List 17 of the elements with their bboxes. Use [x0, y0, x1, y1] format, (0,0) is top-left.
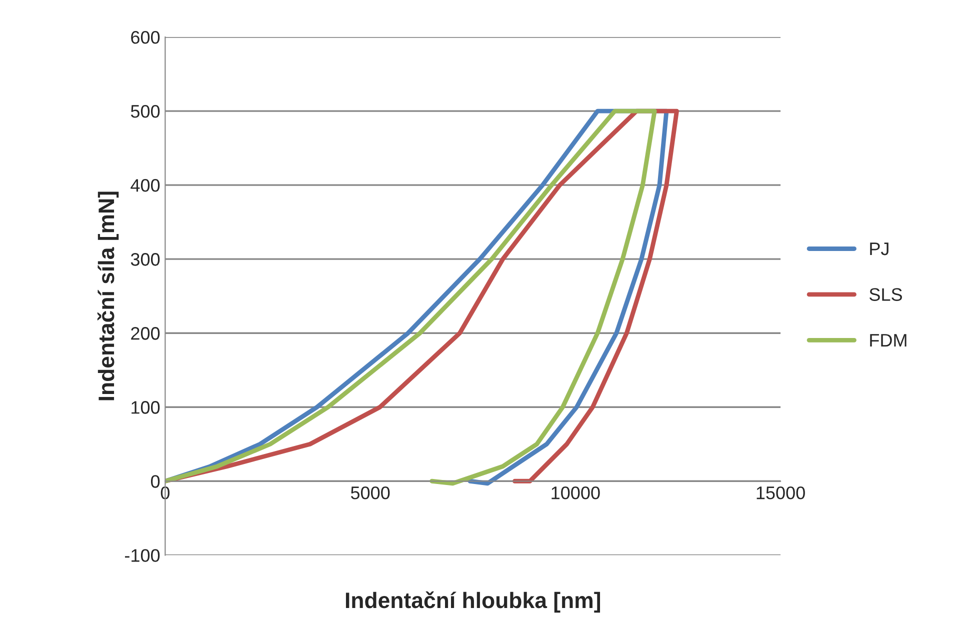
x-axis-title: Indentační hloubka [nm] [346, 591, 600, 613]
y-axis-title: Indentační síla [mN] [97, 192, 119, 400]
y-tick-label: 0 [150, 475, 160, 488]
y-tick-label: 200 [131, 327, 160, 340]
y-tick-label: 600 [131, 30, 160, 44]
legend-label: FDM [870, 334, 906, 346]
y-tick-label: 500 [130, 105, 160, 118]
y-tick-label: 100 [132, 401, 160, 414]
x-tick-label: 5000 [350, 486, 390, 500]
legend-label: SLS [869, 288, 902, 301]
x-tick-label: 0 [160, 486, 170, 500]
x-tick-label: 15000 [756, 486, 805, 500]
y-tick-label: -100 [124, 549, 160, 562]
y-tick-label: 400 [130, 179, 160, 192]
x-tick-label: 10000 [552, 486, 600, 500]
y-tick-label: 300 [130, 253, 160, 266]
legend-label: PJ [870, 242, 888, 256]
